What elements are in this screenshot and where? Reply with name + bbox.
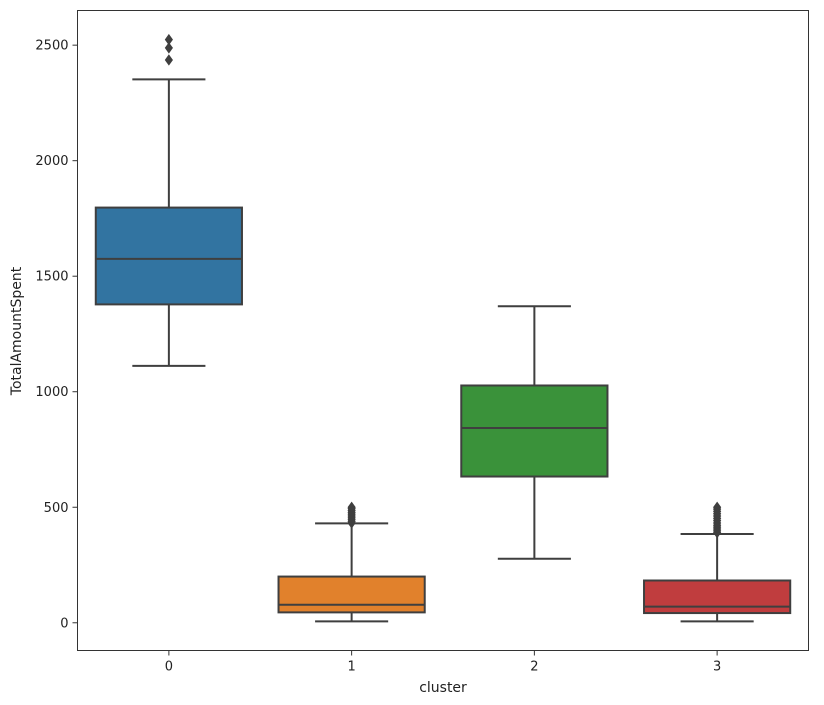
plot-area-frame [77, 10, 809, 651]
y-axis: 0 500 1000 1500 2000 2500 [35, 39, 78, 631]
x-axis-title: cluster [419, 680, 467, 696]
box-iqr [277, 575, 426, 614]
y-tick-label: 500 [44, 501, 69, 516]
x-tick-label: 1 [347, 660, 355, 675]
y-tick-label: 2500 [35, 39, 68, 54]
box-group-0 [94, 33, 243, 367]
x-tick-label: 3 [713, 660, 721, 675]
box-group-1 [277, 501, 426, 623]
x-tick-label: 0 [165, 660, 173, 675]
box-group-2 [460, 305, 609, 560]
y-tick-label: 2000 [35, 154, 68, 169]
outlier-point [164, 54, 173, 66]
y-tick-label: 1000 [35, 385, 68, 400]
outlier-point [347, 501, 356, 513]
box-group-3 [643, 501, 792, 623]
boxes-layer [94, 33, 792, 623]
outlier-point [164, 42, 173, 54]
x-tick-label: 2 [530, 660, 538, 675]
box-iqr [94, 206, 243, 306]
box-iqr [460, 384, 609, 478]
x-axis: 0 1 2 3 [165, 650, 721, 675]
box-iqr [643, 579, 792, 615]
y-tick-label: 1500 [35, 270, 68, 285]
outlier-point [164, 33, 173, 46]
outlier-point [713, 501, 722, 513]
y-axis-title: TotalAmountSpent [9, 266, 25, 396]
y-tick-label: 0 [60, 616, 68, 631]
